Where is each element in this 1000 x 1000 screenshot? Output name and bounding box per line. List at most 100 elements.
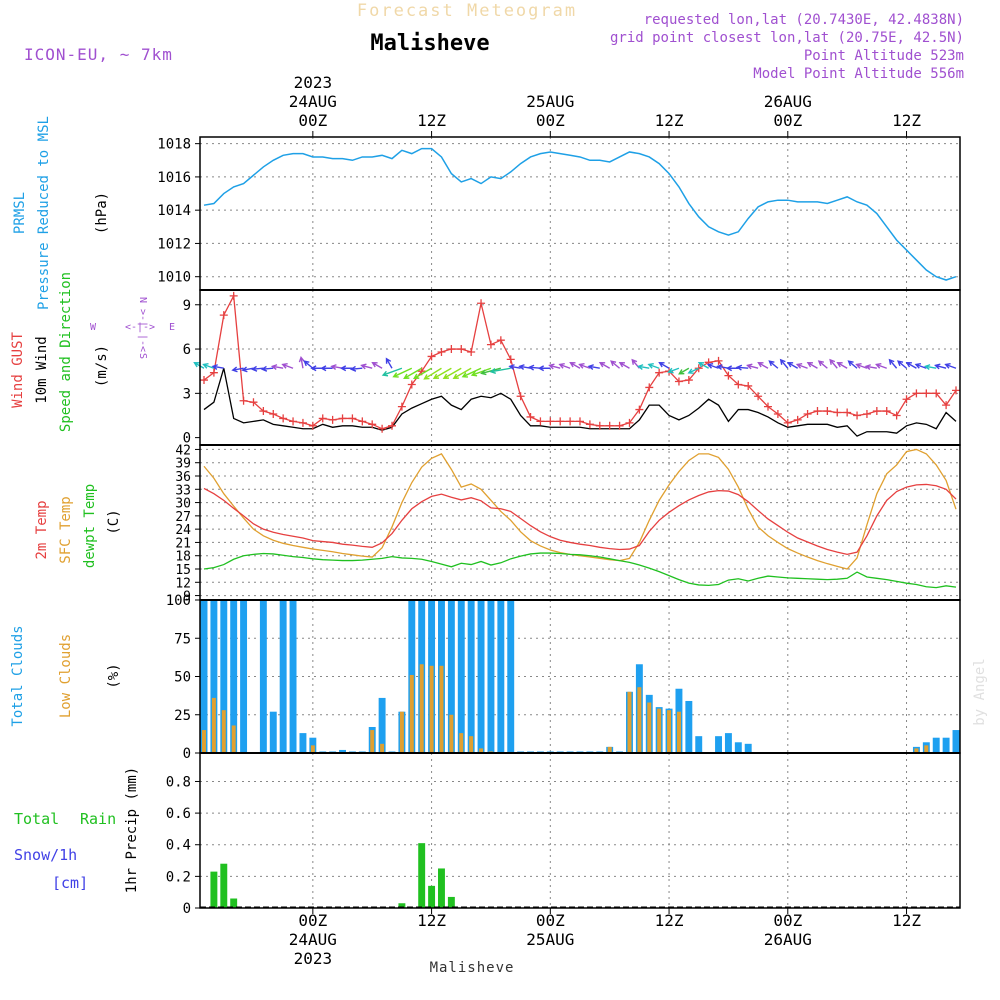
wind-direction-arrow — [260, 365, 274, 372]
wind-panel-labels: Wind GUST 10m Wind Speed and Direction (… — [10, 272, 175, 432]
low-cloud-bar — [479, 748, 484, 753]
top-time-label: 12Z — [417, 111, 446, 130]
wind-direction-arrow — [250, 365, 264, 372]
wind-direction-arrow — [339, 365, 353, 372]
rain-bar — [418, 843, 426, 908]
wind-direction-arrow — [385, 357, 393, 369]
gust-marker — [862, 410, 871, 418]
total-cloud-bar — [230, 600, 238, 753]
cloud-ytick-label: 100 — [166, 593, 191, 609]
precip-ytick-label: 0.8 — [166, 774, 191, 790]
sfc-temp-line — [203, 448, 957, 570]
precip-frame — [199, 752, 961, 909]
precip-ytick-label: 0.2 — [166, 869, 191, 885]
wind-direction-arrow — [298, 355, 305, 369]
bottom-time-label: 00Z — [773, 911, 802, 930]
gust-marker — [358, 417, 367, 426]
gust-marker — [932, 389, 941, 398]
wind-direction-arrow — [423, 367, 442, 380]
total-cloud-bar — [289, 600, 297, 753]
compass-s: S — [137, 353, 148, 359]
gust-marker — [585, 420, 594, 429]
wind-unit-label: (m/s) — [94, 345, 110, 387]
wind-direction-arrow — [452, 367, 472, 379]
total-cloud-bar — [744, 743, 752, 753]
total-cloud-bar — [724, 733, 732, 753]
total-cloud-bar — [952, 730, 960, 753]
model-label: ICON-EU, ~ 7km — [24, 45, 173, 64]
gust-marker — [556, 417, 565, 426]
pressure-desc-label: Pressure Reduced to MSL — [36, 116, 52, 310]
top-time-label: 26AUG — [764, 92, 812, 111]
temp-ytick-label: 18 — [175, 550, 191, 565]
gust-marker — [200, 376, 208, 385]
wind-direction-arrow — [888, 358, 898, 369]
pressure-ytick-label: 1018 — [157, 137, 191, 153]
wind-direction-arrow — [202, 363, 215, 369]
gust-marker — [259, 407, 268, 416]
gust-marker — [318, 414, 327, 423]
gust-marker — [942, 401, 951, 410]
wind-direction-arrow — [461, 367, 482, 378]
low-cloud-bar — [399, 711, 404, 753]
wind-direction-arrow — [706, 363, 719, 369]
wind-direction-arrow — [829, 358, 838, 369]
wind-direction-arrow — [412, 367, 432, 379]
gust-marker — [882, 407, 891, 416]
gust-marker — [457, 345, 466, 354]
wind-direction-arrow — [636, 364, 650, 370]
pressure-frame — [199, 136, 961, 291]
dewpt-line — [203, 552, 957, 589]
wind-direction-arrow — [403, 367, 423, 379]
total-cloud-bar — [269, 711, 277, 753]
wind-direction-arrow — [757, 362, 769, 369]
precip-panel-labels: Total Rain Snow/1h [cm] 1hr Precip (mm) — [14, 767, 140, 893]
total-cloud-bar — [220, 600, 228, 753]
model-altitude: Model Point Altitude 556m — [753, 66, 964, 82]
gust-marker — [783, 418, 792, 427]
wind-direction-arrow — [786, 362, 799, 369]
total-label: Total — [14, 810, 59, 828]
total-cloud-bar — [507, 600, 515, 753]
low-cloud-bar — [370, 730, 375, 753]
pressure-ytick-label: 1012 — [157, 236, 191, 252]
total-cloud-bar — [457, 600, 465, 753]
wind-direction-arrow — [392, 367, 413, 378]
gust-marker — [793, 415, 802, 424]
bottom-time-label: 25AUG — [526, 930, 574, 949]
wind-direction-arrow — [795, 363, 808, 369]
bottom-time-label: 00Z — [536, 911, 565, 930]
low-cloud-bar — [221, 710, 226, 753]
wind-ytick-label: 6 — [183, 342, 191, 358]
wind-direction-arrow — [518, 364, 531, 370]
temp-unit-label: (C) — [106, 509, 122, 534]
faint-title: Forecast Meteogram — [357, 1, 577, 21]
dewpt-label: dewpt Temp — [82, 484, 98, 568]
gust-marker — [506, 355, 515, 364]
pressure-ytick-label: 1010 — [157, 270, 191, 286]
wind-direction-arrow — [905, 362, 917, 369]
bottom-time-label: 12Z — [417, 911, 446, 930]
bottom-time-label: 12Z — [892, 911, 921, 930]
gust-marker — [892, 411, 901, 420]
wind-direction-arrow — [806, 362, 818, 369]
gust-marker — [536, 417, 545, 426]
gust-marker — [764, 402, 772, 411]
rain-bar — [398, 903, 406, 908]
rain-bar — [447, 896, 455, 908]
total-cloud-bar — [942, 737, 950, 753]
precip-panel: 0.8 0.6 0.4 0.2 0 — [166, 753, 960, 917]
wind-direction-arrow — [687, 367, 700, 374]
gust-marker — [229, 291, 238, 300]
gust-marker — [486, 340, 495, 349]
wind-direction-arrow — [875, 363, 887, 369]
wind-direction-arrow — [610, 360, 621, 369]
footer-location: Malisheve — [430, 960, 515, 976]
gust-marker — [694, 364, 703, 373]
temp-ytick-label: 24 — [175, 523, 191, 538]
gust-marker — [378, 424, 387, 433]
temp-ytick-label: 36 — [175, 470, 191, 485]
gust-line — [203, 293, 957, 430]
top-time-label: 00Z — [536, 111, 565, 130]
total-cloud-bar — [497, 600, 505, 753]
